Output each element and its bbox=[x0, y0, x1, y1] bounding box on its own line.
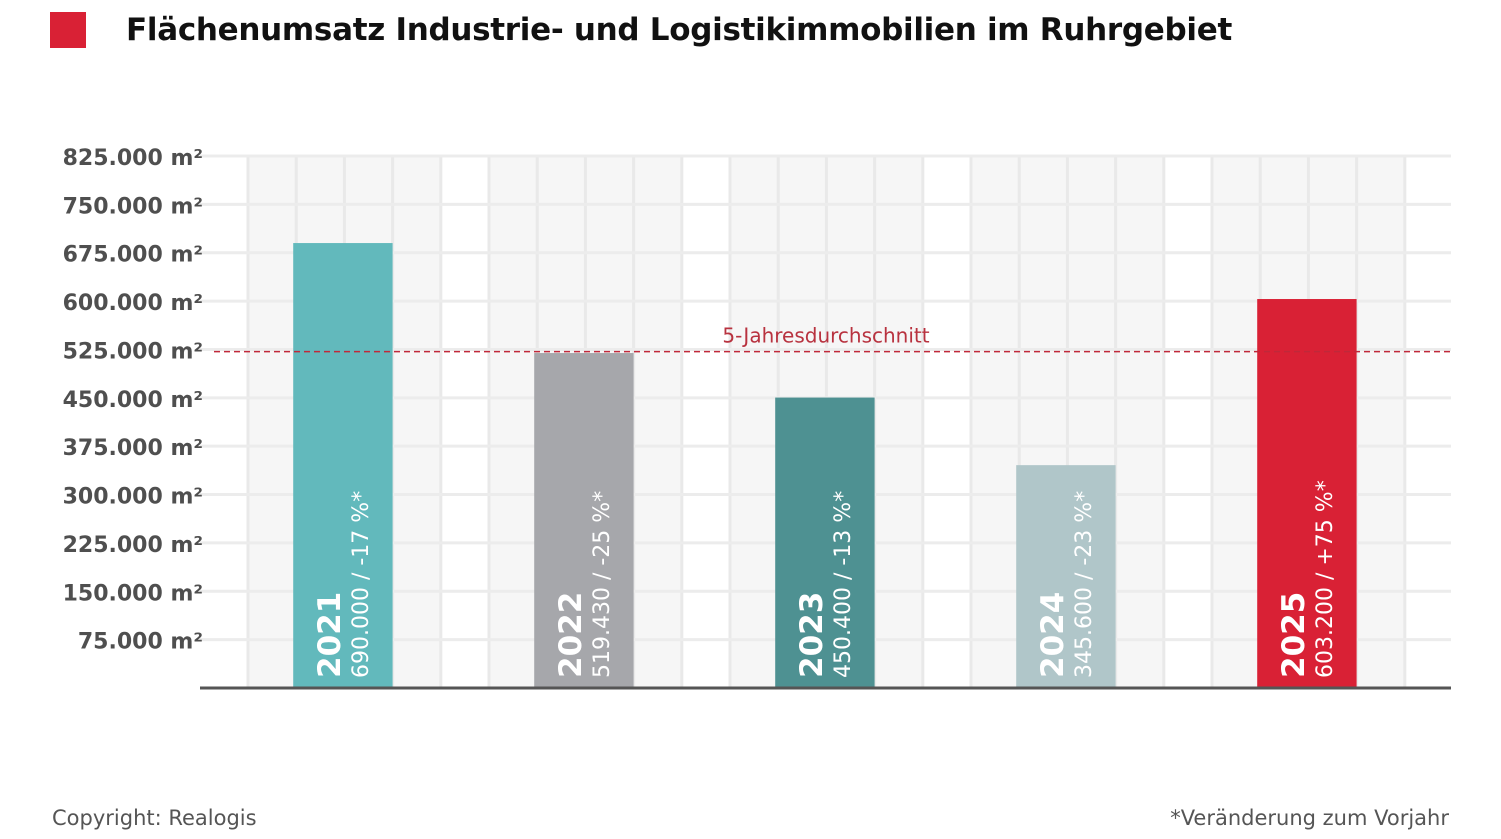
y-tick-label: 375.000 m² bbox=[63, 436, 203, 461]
y-tick-label: 225.000 m² bbox=[63, 533, 203, 558]
copyright-text: Copyright: Realogis bbox=[52, 806, 257, 830]
bar-year-label: 2024 bbox=[1035, 592, 1071, 678]
bars: 2021 690.000 / -17 %* 2022 519.430 / -25 %*… bbox=[293, 243, 1357, 688]
title-marker-square bbox=[50, 12, 86, 48]
y-tick-label: 600.000 m² bbox=[63, 291, 203, 316]
bar-value-label: 519.430 / -25 %* bbox=[590, 491, 615, 678]
y-tick-label: 675.000 m² bbox=[63, 243, 203, 268]
bar-year-label: 2022 bbox=[553, 592, 589, 678]
y-tick-label: 300.000 m² bbox=[63, 485, 203, 510]
bar-year-label: 2021 bbox=[312, 592, 348, 678]
bar-2021 bbox=[293, 243, 393, 688]
y-tick-label: 750.000 m² bbox=[63, 194, 203, 219]
bar-year-label: 2023 bbox=[794, 592, 830, 678]
average-reference-label: 5-Jahresdurchschnitt bbox=[722, 324, 929, 348]
chart-title: Flächenumsatz Industrie- und Logistikimm… bbox=[126, 12, 1232, 48]
y-tick-label: 150.000 m² bbox=[63, 581, 203, 606]
bar-value-label: 345.600 / -23 %* bbox=[1072, 491, 1097, 678]
y-tick-label: 525.000 m² bbox=[63, 339, 203, 364]
bar-value-label: 690.000 / -17 %* bbox=[349, 491, 374, 678]
y-axis-labels: 75.000 m² 150.000 m² 225.000 m² 300.000 m² 3… bbox=[63, 146, 203, 655]
footnote-text: *Veränderung zum Vorjahr bbox=[1170, 806, 1449, 830]
y-tick-label: 825.000 m² bbox=[63, 146, 203, 171]
y-tick-label: 75.000 m² bbox=[78, 630, 203, 655]
bar-value-label: 603.200 / +75 %* bbox=[1313, 480, 1338, 678]
bar-2024 bbox=[1016, 465, 1116, 688]
chart-header: Flächenumsatz Industrie- und Logistikimm… bbox=[50, 10, 1232, 50]
y-tick-label: 450.000 m² bbox=[63, 388, 203, 413]
bar-2025 bbox=[1257, 299, 1357, 688]
bar-value-label: 450.400 / -13 %* bbox=[831, 491, 856, 678]
bar-year-label: 2025 bbox=[1276, 592, 1312, 678]
bar-2023 bbox=[775, 397, 875, 688]
bar-2022 bbox=[534, 353, 634, 688]
